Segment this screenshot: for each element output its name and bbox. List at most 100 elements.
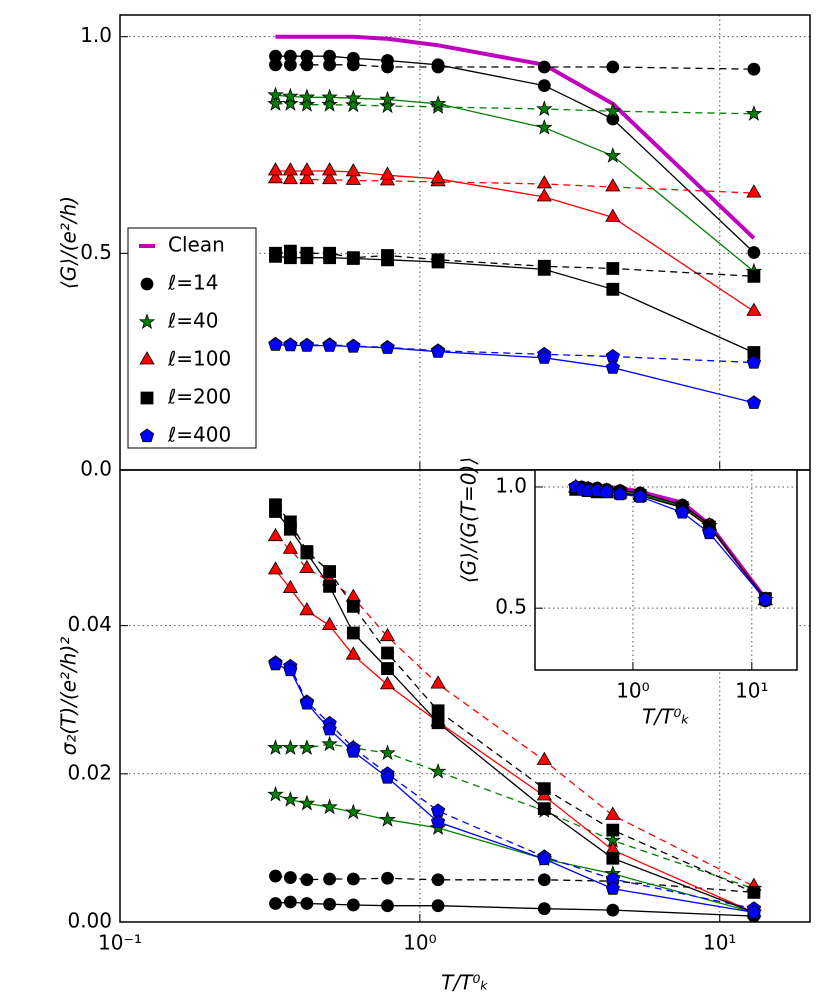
marker	[282, 95, 299, 111]
marker	[346, 898, 360, 912]
y-tick-label: 0.02	[67, 760, 112, 784]
dashed-line	[275, 103, 754, 115]
marker	[321, 798, 338, 815]
dashed-line	[275, 662, 755, 910]
legend-label: ℓ=14	[167, 271, 218, 295]
x-tick-label: 10¹	[703, 931, 736, 955]
marker	[381, 662, 394, 675]
marker	[283, 251, 297, 265]
marker	[746, 355, 762, 369]
marker	[429, 95, 447, 111]
marker	[747, 346, 761, 359]
marker	[269, 49, 282, 63]
marker	[746, 904, 762, 919]
marker	[537, 873, 551, 887]
legend-marker	[140, 391, 154, 405]
marker	[536, 100, 553, 117]
marker	[599, 484, 614, 498]
marker	[322, 338, 337, 352]
dashed-line	[275, 178, 754, 194]
marker	[267, 162, 284, 176]
marker	[346, 599, 360, 613]
marker	[299, 559, 315, 573]
legend-label: ℓ=400	[167, 423, 231, 447]
marker	[283, 337, 298, 352]
marker	[633, 489, 648, 503]
marker	[267, 561, 284, 575]
marker	[346, 339, 361, 353]
marker	[675, 504, 690, 519]
marker	[346, 252, 360, 265]
marker	[380, 770, 395, 784]
legend-label: Clean	[168, 233, 225, 257]
marker	[381, 646, 394, 660]
marker	[323, 897, 336, 911]
marker	[431, 873, 445, 887]
marker	[346, 744, 361, 758]
marker	[282, 790, 299, 807]
marker	[299, 170, 315, 185]
marker	[300, 873, 314, 887]
marker	[269, 505, 282, 518]
marker	[537, 79, 551, 93]
y-tick-label: 0.5	[80, 240, 112, 264]
dashed-line	[275, 343, 754, 364]
plot-frame	[119, 469, 811, 923]
marker	[702, 525, 717, 540]
marker	[282, 162, 298, 176]
marker	[379, 90, 396, 107]
legend-label: ℓ=40	[167, 309, 218, 333]
marker	[379, 744, 396, 761]
line	[275, 901, 754, 917]
marker	[267, 739, 284, 755]
marker	[381, 54, 394, 67]
marker	[429, 762, 447, 779]
marker	[606, 112, 620, 126]
marker	[430, 344, 446, 358]
marker	[345, 646, 361, 660]
marker	[381, 899, 394, 913]
marker	[283, 871, 297, 884]
marker	[605, 360, 620, 374]
marker	[283, 49, 297, 63]
dashed-line	[275, 875, 754, 894]
marker	[346, 51, 360, 65]
marker	[606, 823, 620, 837]
legend-label: ℓ=200	[167, 385, 231, 409]
marker	[747, 269, 761, 283]
marker	[282, 739, 299, 755]
line	[275, 55, 755, 253]
marker	[268, 337, 283, 351]
marker	[298, 88, 316, 105]
marker	[345, 89, 362, 106]
line	[275, 663, 755, 914]
line	[275, 344, 755, 404]
marker	[537, 802, 551, 816]
marker	[381, 871, 394, 885]
marker	[345, 803, 362, 820]
legend-marker	[138, 313, 156, 330]
marker	[321, 95, 338, 112]
line	[275, 34, 756, 240]
y-axis-label: ⟨G⟩/⟨G(T=0)⟩	[457, 457, 481, 583]
marker	[379, 97, 396, 114]
line	[275, 793, 755, 914]
marker	[345, 171, 361, 185]
marker	[606, 282, 620, 296]
marker	[746, 302, 762, 316]
x-axis-label: T/T⁰ₖ	[441, 971, 489, 995]
y-tick-label: 1.0	[495, 473, 527, 497]
legend-marker	[139, 351, 155, 365]
marker	[536, 751, 552, 765]
marker	[379, 676, 396, 690]
marker	[605, 881, 620, 895]
marker	[322, 616, 338, 630]
marker	[431, 255, 445, 269]
x-tick-label: 10⁰	[403, 931, 436, 955]
x-tick-label: 10⁰	[616, 679, 649, 703]
marker	[605, 806, 621, 820]
marker	[431, 704, 445, 718]
marker	[747, 246, 761, 259]
marker	[283, 522, 297, 536]
marker	[299, 601, 315, 616]
